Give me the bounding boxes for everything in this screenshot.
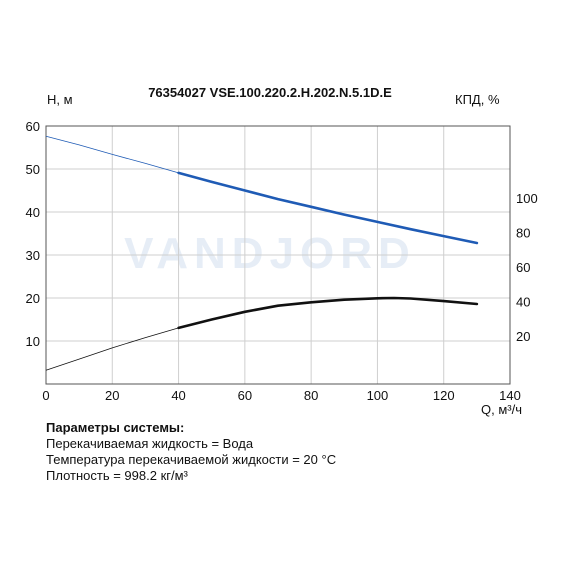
x-tick-label: 60 xyxy=(238,388,252,403)
series-line-1-operating xyxy=(177,171,479,245)
y-tick-label-left: 20 xyxy=(26,291,40,306)
x-tick-labels: 0 20 40 60 80 100 120 140 xyxy=(42,388,520,403)
param-density: Плотность = 998.2 кг/м³ xyxy=(46,468,188,483)
y-axis-label-right: КПД, % xyxy=(455,92,500,107)
system-parameters-header: Параметры системы: xyxy=(46,420,185,435)
y-tick-label-right: 100 xyxy=(516,191,538,206)
x-tick-label: 140 xyxy=(499,388,521,403)
x-tick-label: 20 xyxy=(105,388,119,403)
y-tick-label-right: 40 xyxy=(516,294,530,309)
series-line-1-extrapolated xyxy=(45,135,179,174)
y-tick-label-right: 60 xyxy=(516,260,530,275)
param-liquid: Перекачиваемая жидкость = Вода xyxy=(46,436,254,451)
plot-frame xyxy=(45,125,511,385)
pump-curve-chart: 76354027 VSE.100.220.2.H.202.N.5.1D.E H,… xyxy=(26,85,538,417)
y-axis-label-left: H, м xyxy=(47,92,73,107)
y-tick-label-right: 80 xyxy=(516,226,530,241)
y-tick-label-left: 10 xyxy=(26,334,40,349)
x-tick-label: 100 xyxy=(367,388,389,403)
series-group xyxy=(45,135,479,371)
system-parameters: Параметры системы: Перекачиваемая жидкос… xyxy=(46,420,336,484)
x-tick-label: 40 xyxy=(171,388,185,403)
y-tick-labels-left: 10 20 30 40 50 60 xyxy=(26,119,40,349)
y-tick-label-right: 20 xyxy=(516,329,530,344)
y-tick-label-left: 60 xyxy=(26,119,40,134)
watermark-logo: VANDJORD xyxy=(124,229,416,278)
x-tick-label: 0 xyxy=(42,388,49,403)
y-tick-labels-right: 20 40 60 80 100 xyxy=(516,191,538,344)
chart-title: 76354027 VSE.100.220.2.H.202.N.5.1D.E xyxy=(148,85,392,100)
grid xyxy=(46,126,510,384)
y-tick-label-left: 50 xyxy=(26,162,40,177)
y-tick-label-left: 40 xyxy=(26,205,40,220)
x-tick-label: 120 xyxy=(433,388,455,403)
series-line-2-extrapolated xyxy=(45,327,179,371)
param-temperature: Температура перекачиваемой жидкости = 20… xyxy=(46,452,337,467)
x-axis-label: Q, м³/ч xyxy=(481,402,522,417)
series-line-2-operating xyxy=(177,296,479,330)
x-tick-label: 80 xyxy=(304,388,318,403)
y-tick-label-left: 30 xyxy=(26,248,40,263)
